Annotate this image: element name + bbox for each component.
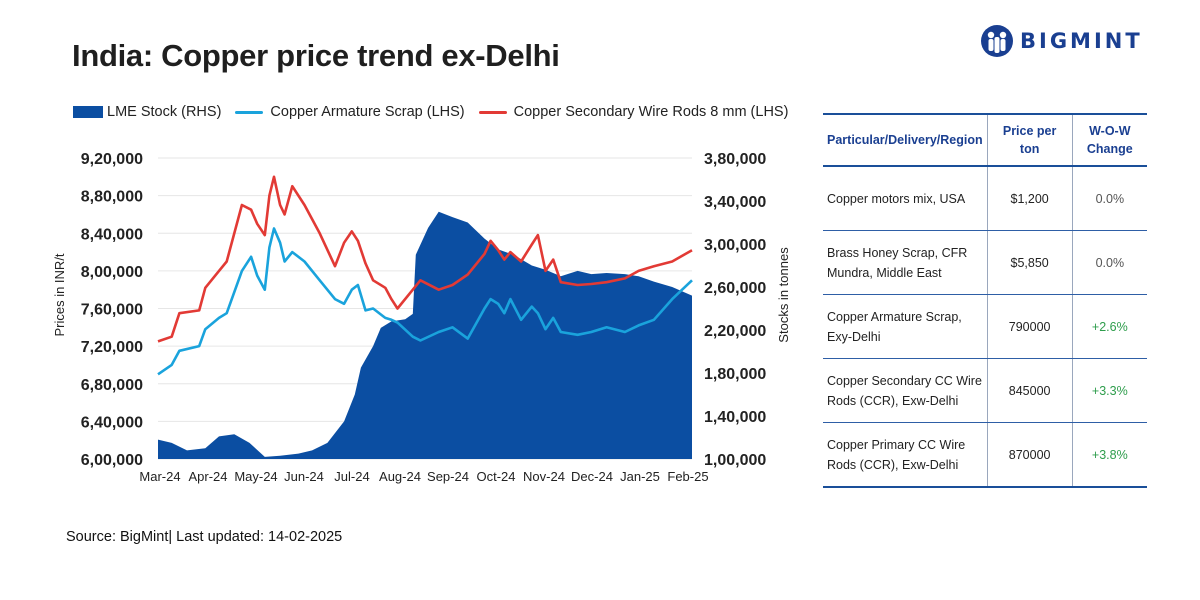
legend-item-armature-scrap: Copper Armature Scrap (LHS): [235, 104, 465, 120]
x-tick-label: Apr-24: [188, 469, 227, 484]
page-title: India: Copper price trend ex-Delhi: [72, 38, 560, 73]
y-tick-label-left: 9,20,000: [81, 151, 143, 168]
table-cell-change: 0.0%: [1072, 166, 1147, 231]
x-tick-label: Aug-24: [379, 469, 421, 484]
y-tick-label-right: 1,00,000: [704, 452, 766, 469]
series-area-lme-stock: [158, 211, 692, 459]
brand-logo: BIGMINT: [980, 24, 1143, 58]
y-axis-title-right: Stocks in tonnes: [776, 247, 791, 343]
table-header-change: W-O-W Change: [1072, 113, 1147, 167]
series-line-wire-rods: [157, 175, 693, 343]
table-cell-change: +3.8%: [1072, 422, 1147, 488]
x-tick-label: Oct-24: [476, 469, 515, 484]
x-tick-label: Feb-25: [667, 469, 708, 484]
y-tick-label-right: 2,60,000: [704, 280, 766, 297]
y-tick-label-left: 6,40,000: [81, 414, 143, 431]
y-tick-label-right: 3,80,000: [704, 151, 766, 168]
brand-name: BIGMINT: [1020, 29, 1143, 53]
legend-swatch-wire-rods: [478, 110, 507, 114]
y-tick-label-left: 8,40,000: [81, 226, 143, 243]
table-cell-item: Copper motors mix, USA: [823, 166, 988, 231]
y-tick-label-left: 7,60,000: [81, 302, 143, 319]
legend-item-lme-stock: LME Stock (RHS): [73, 104, 221, 120]
legend-swatch-lme-stock: [73, 106, 103, 118]
table-row: Copper Armature Scrap, Exy-Delhi 790000 …: [823, 294, 1147, 359]
y-tick-label-left: 7,20,000: [81, 339, 143, 356]
bigmint-logo-icon: [981, 25, 1013, 57]
y-tick-label-right: 2,20,000: [704, 323, 766, 340]
table-header-particular: Particular/Delivery/Region: [823, 113, 988, 167]
table-cell-change: +3.3%: [1072, 358, 1147, 423]
legend-label-wire-rods: Copper Secondary Wire Rods 8 mm (LHS): [513, 104, 789, 120]
series-line-armature-scrap: [157, 227, 693, 376]
table-cell-price: 845000: [987, 358, 1073, 423]
table-cell-item: Copper Armature Scrap, Exy-Delhi: [823, 294, 988, 359]
table-cell-price: $5,850: [987, 230, 1073, 295]
legend-swatch-armature-scrap: [235, 110, 264, 114]
x-tick-label: May-24: [234, 469, 277, 484]
table-cell-item: Copper Primary CC Wire Rods (CCR), Exw-D…: [823, 422, 988, 488]
table-row: Copper Secondary CC Wire Rods (CCR), Exw…: [823, 358, 1147, 423]
table-header-price: Price per ton: [987, 113, 1073, 167]
table-cell-price: 870000: [987, 422, 1073, 488]
x-tick-label: Jun-24: [284, 469, 324, 484]
source-note: Source: BigMint| Last updated: 14-02-202…: [66, 529, 343, 545]
price-table: Particular/Delivery/Region Price per ton…: [823, 113, 1147, 488]
y-tick-label-left: 6,00,000: [81, 452, 143, 469]
chart-legend: LME Stock (RHS) Copper Armature Scrap (L…: [73, 104, 802, 120]
y-tick-label-left: 8,80,000: [81, 189, 143, 206]
y-tick-label-left: 8,00,000: [81, 264, 143, 281]
y-tick-label-right: 1,80,000: [704, 366, 766, 383]
table-cell-item: Copper Secondary CC Wire Rods (CCR), Exw…: [823, 358, 988, 423]
y-tick-label-left: 6,80,000: [81, 377, 143, 394]
table-row: Brass Honey Scrap, CFR Mundra, Middle Ea…: [823, 230, 1147, 295]
price-trend-chart: 6,00,000 6,40,000 6,80,000 7,20,000 7,60,000…: [52, 151, 791, 484]
x-tick-label: Dec-24: [571, 469, 613, 484]
legend-label-lme-stock: LME Stock (RHS): [107, 104, 222, 120]
table-cell-change: 0.0%: [1072, 230, 1147, 295]
x-tick-label: Mar-24: [139, 469, 180, 484]
y-tick-label-right: 3,40,000: [704, 194, 766, 211]
y-tick-label-right: 3,00,000: [704, 237, 766, 254]
table-cell-price: 790000: [987, 294, 1073, 359]
legend-item-wire-rods: Copper Secondary Wire Rods 8 mm (LHS): [478, 104, 789, 120]
table-row: Copper Primary CC Wire Rods (CCR), Exw-D…: [823, 422, 1147, 488]
x-tick-label: Jul-24: [334, 469, 369, 484]
legend-label-armature-scrap: Copper Armature Scrap (LHS): [270, 104, 465, 120]
x-tick-label: Sep-24: [427, 469, 469, 484]
table-header-row: Particular/Delivery/Region Price per ton…: [823, 113, 1147, 167]
y-tick-label-right: 1,40,000: [704, 409, 766, 426]
x-tick-label: Nov-24: [523, 469, 565, 484]
table-cell-price: $1,200: [987, 166, 1073, 231]
x-tick-label: Jan-25: [620, 469, 660, 484]
table-cell-change: +2.6%: [1072, 294, 1147, 359]
table-row: Copper motors mix, USA $1,200 0.0%: [823, 166, 1147, 231]
table-cell-item: Brass Honey Scrap, CFR Mundra, Middle Ea…: [823, 230, 988, 295]
y-axis-title-left: Prices in INR/t: [52, 253, 67, 336]
